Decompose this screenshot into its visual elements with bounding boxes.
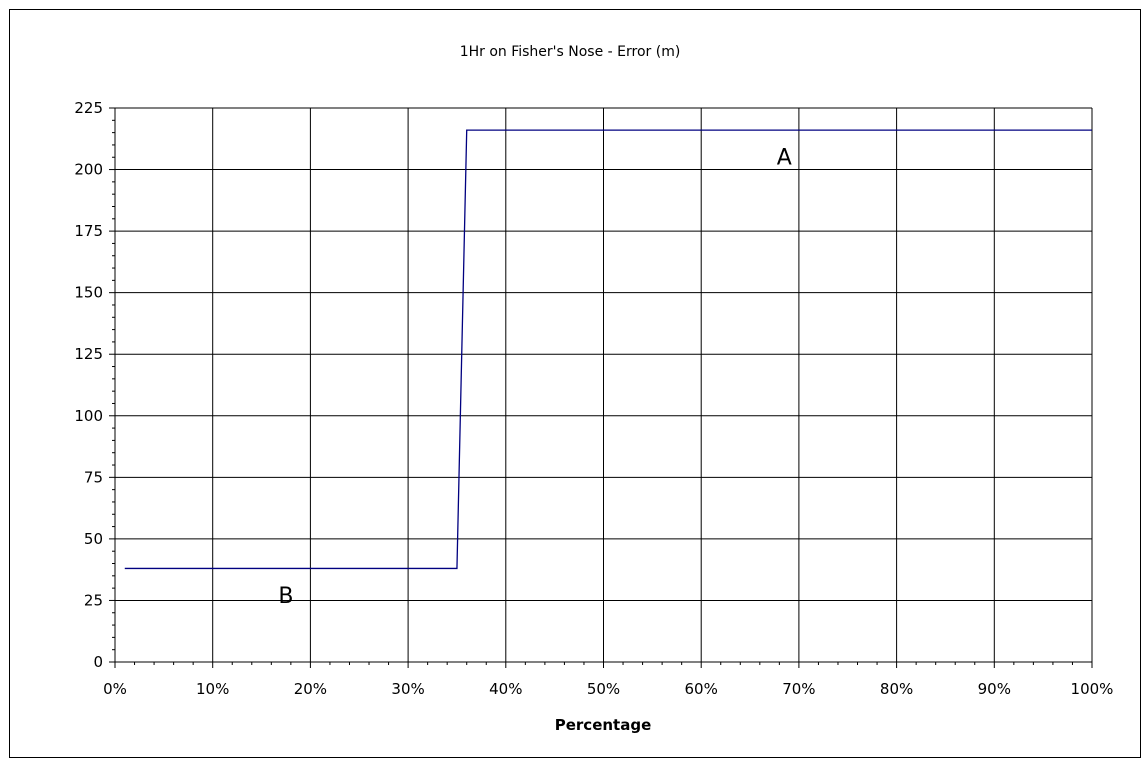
- x-tick-label: 80%: [880, 680, 913, 698]
- y-tick-label: 175: [74, 222, 103, 240]
- y-tick-label: 25: [84, 591, 103, 609]
- y-tick-label: 50: [84, 530, 103, 548]
- series-layer: [124, 129, 1092, 570]
- annotations: AB: [278, 146, 791, 609]
- x-tick-label: 0%: [103, 680, 127, 698]
- x-tick-label: 90%: [978, 680, 1011, 698]
- x-tick-label: 30%: [391, 680, 424, 698]
- x-tick-label: 70%: [782, 680, 815, 698]
- x-tick-label: 40%: [489, 680, 522, 698]
- annotation-label: A: [777, 146, 792, 171]
- y-tick-label: 100: [74, 407, 103, 425]
- y-tick-label: 200: [74, 161, 103, 179]
- grid: [115, 107, 1093, 662]
- x-tick-label: 20%: [294, 680, 327, 698]
- y-tick-label: 225: [74, 99, 103, 117]
- y-tick-label: 0: [93, 653, 103, 671]
- x-tick-label: 50%: [587, 680, 620, 698]
- y-tick-label: 125: [74, 345, 103, 363]
- series-line: [124, 129, 1092, 570]
- x-tick-label: 100%: [1071, 680, 1114, 698]
- x-axis-title: Percentage: [555, 716, 652, 734]
- y-tick-label: 75: [84, 468, 103, 486]
- x-tick-label: 10%: [196, 680, 229, 698]
- annotation-label: B: [278, 584, 293, 609]
- chart-title: 1Hr on Fisher's Nose - Error (m): [460, 44, 681, 60]
- axes: 0 25 50 75 100 125 150 175 200 225 0% 10% 20% 30% 40% 5…: [74, 99, 1113, 698]
- x-tick-label: 60%: [685, 680, 718, 698]
- chart-frame: [9, 9, 1141, 758]
- y-tick-label: 150: [74, 284, 103, 302]
